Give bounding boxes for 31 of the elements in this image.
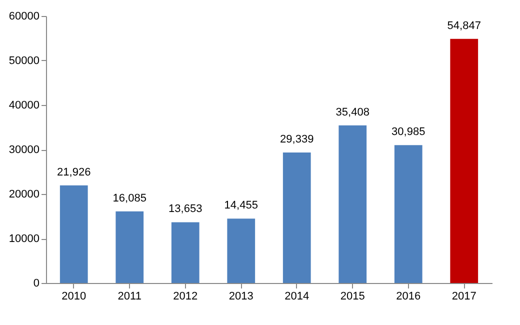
y-tick-label: 10000 [8, 233, 40, 245]
y-tick-label: 20000 [8, 188, 40, 200]
bar [338, 125, 367, 283]
bar [171, 222, 200, 283]
x-tick-label: 2014 [284, 290, 310, 302]
x-tick-label: 2015 [340, 290, 365, 302]
data-label: 29,339 [280, 133, 314, 146]
data-label: 13,653 [168, 203, 202, 216]
bar [60, 185, 88, 283]
data-label: 30,985 [392, 126, 426, 138]
x-tick-label: 2011 [118, 290, 142, 302]
bar [394, 145, 422, 283]
data-label: 14,455 [224, 200, 258, 212]
y-tick-label: 50000 [8, 55, 40, 67]
data-label: 54,847 [447, 20, 481, 32]
x-tick-label: 2017 [452, 290, 476, 302]
y-tick-label: 0 [33, 278, 40, 290]
x-tick-label: 2016 [396, 290, 421, 302]
y-tick-label: 40000 [8, 100, 40, 112]
bar [450, 38, 478, 283]
x-tick-label: 2012 [173, 290, 198, 302]
x-tick-label: 2013 [228, 290, 254, 302]
bar [227, 218, 256, 283]
x-tick-label: 2010 [62, 290, 86, 302]
y-tick-label: 30000 [8, 144, 40, 156]
y-tick-label: 60000 [8, 10, 40, 22]
data-label: 35,408 [336, 106, 370, 118]
bar [282, 152, 311, 283]
bar [116, 211, 144, 283]
data-label: 21,926 [57, 166, 91, 178]
data-label: 16,085 [112, 192, 146, 204]
